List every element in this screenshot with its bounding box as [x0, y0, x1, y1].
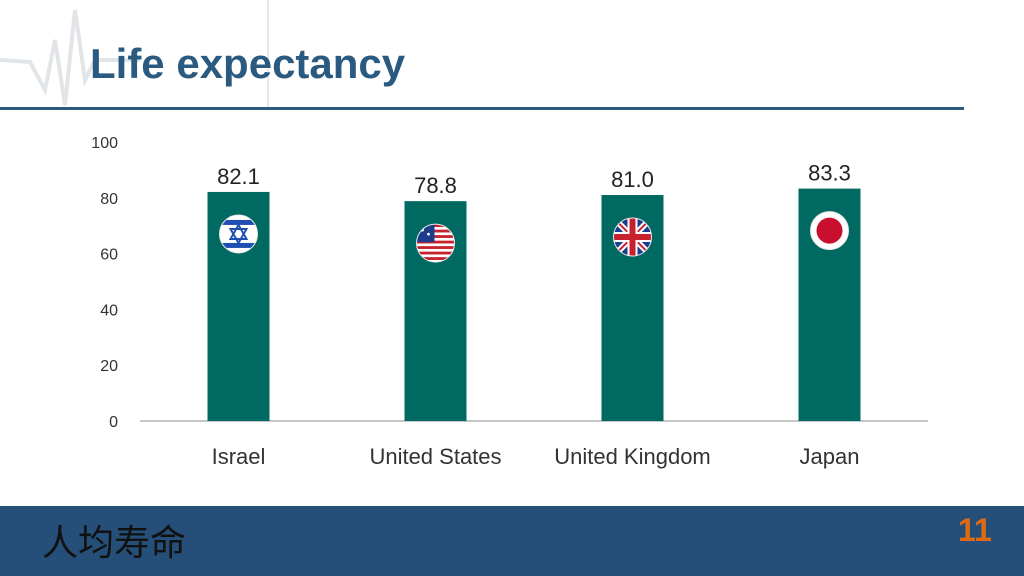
x-tick-label: United States: [369, 444, 501, 469]
x-tick-label: Israel: [212, 444, 266, 469]
data-label: 81.0: [611, 167, 654, 192]
bar-chart: 0 20 40 60 80 100 82.1 Israel 78.8 United States 8…: [91, 135, 928, 469]
y-tick-label: 0: [109, 414, 118, 431]
data-label: 82.1: [217, 164, 260, 189]
title-divider: [0, 107, 964, 110]
data-label: 78.8: [414, 173, 457, 198]
footer-bar: [0, 506, 1024, 576]
slide-title: Life expectancy: [90, 40, 406, 87]
japan-flag-icon: [810, 211, 849, 251]
data-label: 83.3: [808, 161, 851, 186]
y-tick-label: 20: [100, 358, 118, 375]
israel-flag-icon: [219, 214, 258, 254]
x-tick-label: Japan: [800, 444, 860, 469]
y-tick-label: 60: [100, 247, 118, 264]
page-number: 11: [958, 512, 992, 548]
y-tick-label: 100: [91, 135, 118, 152]
y-tick-label: 40: [100, 302, 118, 319]
footer-caption: 人均寿命: [42, 523, 187, 564]
y-tick-label: 80: [100, 191, 118, 208]
uk-flag-icon: [613, 217, 652, 257]
x-tick-label: United Kingdom: [554, 444, 711, 469]
us-flag-icon: [416, 223, 455, 263]
